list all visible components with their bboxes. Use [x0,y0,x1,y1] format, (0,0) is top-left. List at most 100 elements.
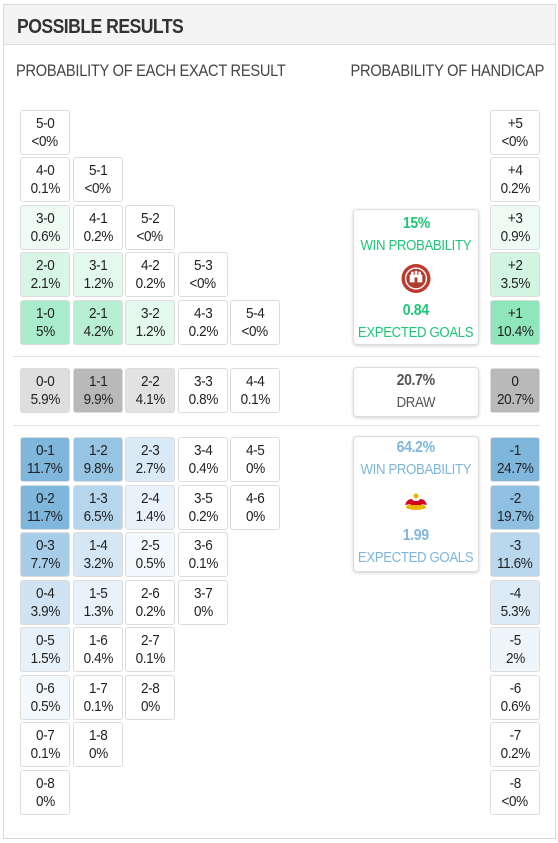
draw-summary-card: 20.7% DRAW [353,367,479,417]
away-summary-card: 64.2% WIN PROBABILITY 1.99 EXPECTED GOAL… [353,436,479,572]
score-cell-probability: 0.1% [188,554,218,572]
score-cell: 3-4 0.4% [178,437,228,482]
exact-result-heading: PROBABILITY OF EACH EXACT RESULT [16,61,286,80]
score-cell-label: 4-0 [35,161,55,179]
handicap-cell-probability: 2% [505,649,525,667]
handicap-cell-probability: 5.3% [500,602,530,620]
score-cell-label: 4-6 [245,489,265,507]
score-cell: 0-8 0% [20,770,70,815]
score-cell-label: 0-5 [35,631,55,649]
score-cell-label: 2-2 [140,372,160,390]
score-cell-label: 1-7 [88,679,108,697]
handicap-cell-label: -3 [509,536,521,554]
score-cell-label: 0-0 [35,372,55,390]
handicap-cell: -5 2% [490,627,540,672]
score-cell-probability: 2.7% [135,459,165,477]
home-expected-goals: 0.84 [402,302,429,319]
score-cell-probability: 1.2% [83,274,113,292]
score-cell: 3-0 0.6% [20,205,70,250]
away-win-probability: 64.2% [396,439,436,456]
handicap-cell-probability: 3.5% [500,274,530,292]
handicap-cell-label: +4 [507,161,523,179]
panel-title: POSSIBLE RESULTS [17,16,184,38]
handicap-cell: +1 10.4% [490,300,540,345]
score-cell: 3-1 1.2% [73,252,123,297]
score-cell-label: 3-7 [193,584,213,602]
handicap-cell-label: +5 [507,114,523,132]
score-cell-probability: 0.4% [188,459,218,477]
home-summary-card: 15% WIN PROBABILITY 0.84 EXPECTED GOALS [353,209,479,345]
score-cell: 4-4 0.1% [230,368,280,413]
score-cell-label: 0-2 [35,489,55,507]
score-cell: 2-8 0% [125,675,175,720]
score-cell-probability: <0% [84,179,112,197]
score-cell-probability: 0% [245,459,265,477]
score-cell-probability: 0.5% [30,697,60,715]
score-cell: 3-6 0.1% [178,532,228,577]
score-cell-probability: 1.3% [83,602,113,620]
handicap-cell-label: -4 [509,584,521,602]
handicap-cell-label: 0 [511,372,519,390]
score-cell-probability: 0% [140,697,160,715]
handicap-cell-probability: <0% [501,792,529,810]
handicap-cell: -1 24.7% [490,437,540,482]
score-cell-label: 5-1 [88,161,108,179]
handicap-cell-probability: 10.4% [496,322,534,340]
score-cell-probability: 3.2% [83,554,113,572]
handicap-cell: +5 <0% [490,110,540,155]
handicap-cell-probability: 0.6% [500,697,530,715]
score-cell-label: 2-5 [140,536,160,554]
score-cell: 5-0 <0% [20,110,70,155]
score-cell: 0-0 5.9% [20,368,70,413]
rb-leipzig-crest-icon [401,488,431,518]
score-cell: 1-5 1.3% [73,580,123,625]
score-cell-label: 1-6 [88,631,108,649]
score-cell-probability: 0% [245,507,265,525]
score-cell: 3-2 1.2% [125,300,175,345]
score-cell-label: 3-1 [88,256,108,274]
score-cell-probability: 1.4% [135,507,165,525]
score-cell: 0-1 11.7% [20,437,70,482]
score-cell-label: 3-6 [193,536,213,554]
score-cell-probability: 6.5% [83,507,113,525]
score-cell: 1-7 0.1% [73,675,123,720]
score-cell-label: 1-8 [88,726,108,744]
score-cell: 4-5 0% [230,437,280,482]
score-cell: 3-3 0.8% [178,368,228,413]
score-cell-label: 4-2 [140,256,160,274]
score-cell-label: 1-4 [88,536,108,554]
handicap-cell-label: -1 [509,441,521,459]
score-cell-probability: 4.2% [83,322,113,340]
score-cell: 2-3 2.7% [125,437,175,482]
score-cell: 0-6 0.5% [20,675,70,720]
score-cell-label: 0-7 [35,726,55,744]
score-cell-probability: 0.1% [240,390,270,408]
score-cell-probability: 1.5% [30,649,60,667]
score-cell-probability: 1.2% [135,322,165,340]
score-cell: 0-3 7.7% [20,532,70,577]
score-cell-probability: 0.6% [30,227,60,245]
handicap-cell: +4 0.2% [490,157,540,202]
score-cell: 5-3 <0% [178,252,228,297]
handicap-cell-label: -5 [509,631,521,649]
score-cell: 4-2 0.2% [125,252,175,297]
score-cell: 2-0 2.1% [20,252,70,297]
score-cell-probability: 0.1% [30,744,60,762]
score-cell-probability: 0.5% [135,554,165,572]
score-cell-probability: <0% [31,132,59,150]
score-cell-probability: 0.1% [30,179,60,197]
score-cell-label: 2-6 [140,584,160,602]
handicap-cell-label: -6 [509,679,521,697]
score-cell: 1-2 9.8% [73,437,123,482]
handicap-cell-label: +3 [507,209,523,227]
score-cell-probability: 2.1% [30,274,60,292]
score-cell-probability: 9.9% [83,390,113,408]
score-cell: 1-6 0.4% [73,627,123,672]
score-cell-label: 5-3 [193,256,213,274]
score-cell: 3-7 0% [178,580,228,625]
score-cell: 5-2 <0% [125,205,175,250]
score-cell: 5-4 <0% [230,300,280,345]
score-cell-probability: 0.2% [135,274,165,292]
score-cell-probability: 0.8% [188,390,218,408]
score-cell-label: 2-4 [140,489,160,507]
